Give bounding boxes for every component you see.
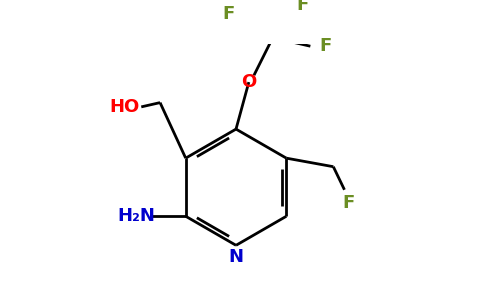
- Text: F: F: [343, 194, 355, 211]
- Text: H₂N: H₂N: [117, 207, 155, 225]
- Text: HO: HO: [109, 98, 139, 116]
- Text: F: F: [222, 5, 234, 23]
- Text: N: N: [228, 248, 243, 266]
- Text: O: O: [241, 73, 257, 91]
- Text: F: F: [319, 37, 332, 55]
- Text: F: F: [297, 0, 309, 14]
